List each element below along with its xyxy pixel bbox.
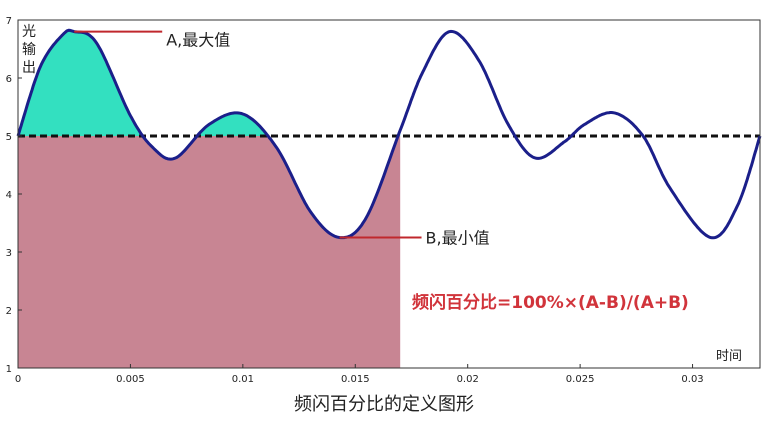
y-tick-label: 2 — [6, 306, 12, 317]
y-ticks: 1 2 3 4 5 6 7 — [6, 16, 22, 375]
y-tick-label: 1 — [6, 364, 12, 375]
x-tick-label: 0.015 — [341, 374, 370, 385]
annotation-b-label: B,最小值 — [426, 229, 490, 248]
light-output-curve — [16, 28, 762, 240]
x-axis-label: 时间 — [716, 349, 742, 364]
x-ticks: 0 0.005 0.01 0.015 0.02 0.025 0.03 — [15, 364, 704, 385]
x-tick-label: 0.025 — [566, 374, 595, 385]
x-tick-label: 0.01 — [232, 374, 254, 385]
below-average-area — [18, 136, 401, 368]
annotation-a-label: A,最大值 — [166, 31, 230, 50]
figure-caption: 频闪百分比的定义图形 — [294, 394, 474, 415]
y-tick-label: 6 — [6, 74, 12, 85]
y-tick-label: 3 — [6, 248, 12, 259]
y-axis-label: 光输出 — [22, 24, 36, 76]
x-tick-label: 0.005 — [116, 374, 145, 385]
x-tick-label: 0 — [15, 374, 21, 385]
y-tick-label: 4 — [6, 190, 12, 201]
y-tick-label: 5 — [6, 132, 12, 143]
above-average-area — [18, 30, 401, 136]
y-tick-label: 7 — [6, 16, 12, 27]
x-tick-label: 0.02 — [457, 374, 479, 385]
x-tick-label: 0.03 — [681, 374, 703, 385]
y-axis-label-char: 输 — [22, 42, 36, 58]
flicker-formula: 频闪百分比=100%×(A-B)/(A+B) — [412, 292, 689, 313]
y-axis-label-char: 光 — [22, 24, 36, 40]
y-axis-label-char: 出 — [22, 60, 36, 76]
